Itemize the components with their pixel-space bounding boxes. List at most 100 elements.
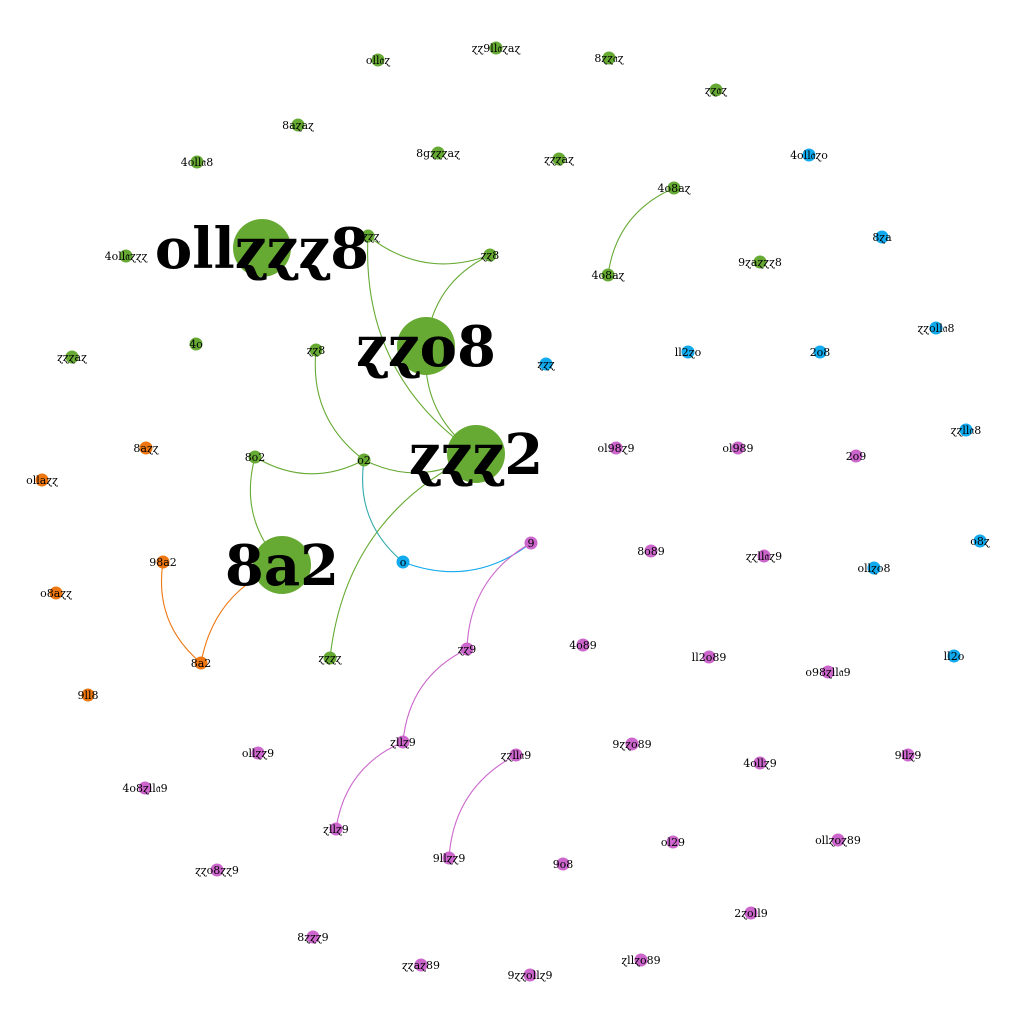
node-label-n10: 4oll𝔞ɀɀɀ xyxy=(105,250,148,263)
node-n45 xyxy=(524,536,538,550)
node-label-n67: ɀɀaɀ89 xyxy=(402,959,440,972)
node-label-n11: ollɀɀɀ8 xyxy=(155,216,369,282)
edge-n20-n24 xyxy=(329,453,477,659)
node-n65 xyxy=(744,906,758,920)
edge-n17-n22 xyxy=(314,349,365,461)
edge-n9-n14 xyxy=(607,187,675,276)
node-label-n68: 9ɀɀollɀ9 xyxy=(507,969,552,982)
node-n34 xyxy=(867,561,881,575)
node-n33 xyxy=(973,534,987,548)
node-n53 xyxy=(138,781,152,795)
node-label-n21: 8o2 xyxy=(245,451,266,464)
node-n6 xyxy=(431,146,445,160)
node-label-n25: 4oll𝔞ɀo xyxy=(790,149,828,162)
edge-n45-n49 xyxy=(466,542,532,650)
node-label-n37: ollaɀɀ xyxy=(26,474,58,487)
node-n55 xyxy=(625,737,639,751)
node-n39 xyxy=(49,586,63,600)
node-label-n41: 9ll8 xyxy=(77,689,98,702)
node-label-n16: ɀɀɀaɀ xyxy=(57,351,87,364)
node-label-n32: o xyxy=(400,556,407,569)
node-label-n36: 8aɀɀ xyxy=(133,442,158,455)
node-label-n59: ɀllɀ9 xyxy=(323,823,349,836)
node-label-n64: 9o8 xyxy=(553,858,574,871)
node-n36 xyxy=(139,441,153,455)
label-layer: oll𝔞ɀ ɀɀ9ll𝔞ɀaɀ 8ɀɀ𝔞ɀ ɀɀ𝔞ɀ 8aɀaɀ 8gɀɀɀaɀ ɀɀɀaɀ… xyxy=(26,42,990,982)
node-label-n20: ɀɀɀ2 xyxy=(409,422,543,488)
node-label-n28: ɀɀɀ xyxy=(537,358,555,371)
node-n43 xyxy=(731,441,745,455)
node-label-n1: oll𝔞ɀ xyxy=(366,54,390,67)
edge-layer xyxy=(160,187,675,859)
node-n8 xyxy=(190,155,204,169)
node-label-n49: ɀɀ9 xyxy=(458,643,477,656)
node-n60 xyxy=(666,835,680,849)
node-n28 xyxy=(539,357,553,371)
node-n58 xyxy=(901,748,915,762)
node-label-n30: 2o8 xyxy=(810,346,831,359)
node-n52 xyxy=(251,746,265,760)
node-label-n31: ɀɀll𝔞8 xyxy=(951,424,981,437)
node-label-n26: 8ɀa xyxy=(872,231,892,244)
node-label-n33: o8ɀ xyxy=(970,535,990,548)
node-label-n47: ɀɀll𝔞ɀ9 xyxy=(746,550,782,563)
node-label-n69: ɀllɀo89 xyxy=(621,954,660,967)
node-label-n61: ollɀoɀ89 xyxy=(815,834,861,847)
node-label-n52: ollɀɀ9 xyxy=(242,747,274,760)
node-n42 xyxy=(609,441,623,455)
node-n18 xyxy=(189,337,203,351)
node-n48 xyxy=(576,638,590,652)
node-n22 xyxy=(357,453,371,467)
node-n24 xyxy=(323,651,337,665)
node-n14 xyxy=(601,268,615,282)
node-n38 xyxy=(156,555,170,569)
node-label-n53: 4o8ɀll𝔞9 xyxy=(122,782,167,795)
node-n26 xyxy=(875,230,889,244)
node-label-n8: 4oll𝔞8 xyxy=(181,156,213,169)
node-label-n29: ll2ɀo xyxy=(675,346,702,359)
node-label-n38: 98a2 xyxy=(149,556,177,569)
node-label-n2: ɀɀ9ll𝔞ɀaɀ xyxy=(472,42,521,55)
node-n5 xyxy=(291,118,305,132)
node-n30 xyxy=(813,345,827,359)
node-label-n7: ɀɀɀaɀ xyxy=(544,153,574,166)
node-label-n60: ol29 xyxy=(661,836,685,849)
node-n12 xyxy=(361,229,375,243)
node-n50 xyxy=(702,650,716,664)
node-n54 xyxy=(396,735,410,749)
node-n51 xyxy=(821,665,835,679)
node-label-n23: 8a2 xyxy=(225,533,339,599)
node-label-n12: ɀɀɀɀ xyxy=(356,230,379,243)
edge-n38-n40 xyxy=(160,561,202,664)
node-label-n56: 4ollɀ9 xyxy=(743,757,776,770)
node-n40 xyxy=(194,656,208,670)
node-n16 xyxy=(65,350,79,364)
node-label-n39: o8aɀɀ xyxy=(40,587,72,600)
node-n17 xyxy=(309,343,323,357)
node-n61 xyxy=(831,833,845,847)
node-n66 xyxy=(306,930,320,944)
node-n31 xyxy=(959,423,973,437)
node-n2 xyxy=(489,41,503,55)
node-n57 xyxy=(509,748,523,762)
node-label-n18: 4o xyxy=(189,338,203,351)
node-n10 xyxy=(119,249,133,263)
node-n67 xyxy=(414,958,428,972)
node-label-n45: 9 xyxy=(528,537,535,550)
node-n4 xyxy=(709,83,723,97)
edge-n54-n59 xyxy=(335,741,404,830)
node-layer xyxy=(35,41,987,982)
node-n62 xyxy=(210,863,224,877)
node-n21 xyxy=(248,450,262,464)
node-n11 xyxy=(233,219,291,277)
node-n46 xyxy=(644,544,658,558)
node-label-n40: 8a2 xyxy=(191,657,212,670)
node-label-n3: 8ɀɀ𝔞ɀ xyxy=(594,52,623,65)
node-label-n13: ɀɀ8 xyxy=(481,249,500,262)
node-n13 xyxy=(483,248,497,262)
node-label-n65: 2ɀoll9 xyxy=(734,907,767,920)
node-n3 xyxy=(602,51,616,65)
node-label-n35: ll2o xyxy=(944,650,965,663)
node-label-n66: 8ɀɀɀ9 xyxy=(297,931,328,944)
node-n41 xyxy=(81,688,95,702)
